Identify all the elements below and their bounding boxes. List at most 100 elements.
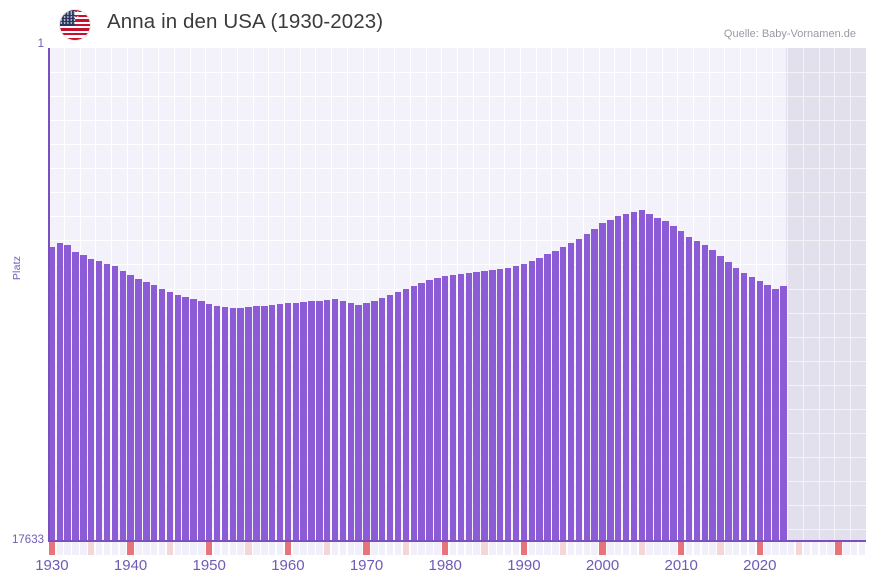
- bar[interactable]: [48, 247, 56, 541]
- bar[interactable]: [331, 298, 339, 541]
- bar[interactable]: [182, 297, 189, 541]
- bar[interactable]: [481, 271, 488, 541]
- bar[interactable]: [520, 263, 528, 541]
- bar[interactable]: [363, 303, 370, 541]
- bar[interactable]: [402, 288, 410, 541]
- bar[interactable]: [646, 214, 653, 541]
- bar[interactable]: [64, 245, 71, 541]
- bar[interactable]: [418, 283, 425, 541]
- bar[interactable]: [174, 294, 181, 541]
- bar[interactable]: [166, 291, 174, 541]
- bar[interactable]: [339, 300, 347, 541]
- year-marker: [622, 542, 630, 555]
- bar[interactable]: [709, 250, 716, 541]
- bar[interactable]: [615, 216, 622, 541]
- bar[interactable]: [622, 214, 630, 541]
- bar[interactable]: [316, 300, 323, 541]
- bar[interactable]: [261, 305, 268, 541]
- bar[interactable]: [756, 281, 764, 541]
- bar[interactable]: [300, 302, 307, 541]
- bar[interactable]: [449, 274, 457, 541]
- bar[interactable]: [670, 225, 677, 541]
- bar[interactable]: [56, 243, 63, 541]
- bar[interactable]: [544, 254, 551, 541]
- bar[interactable]: [229, 307, 237, 541]
- bar[interactable]: [276, 303, 284, 541]
- bar[interactable]: [355, 304, 362, 541]
- bar[interactable]: [536, 257, 543, 541]
- bar[interactable]: [150, 285, 158, 541]
- bar[interactable]: [748, 277, 756, 541]
- bar[interactable]: [465, 272, 472, 541]
- bar[interactable]: [135, 278, 142, 541]
- bar[interactable]: [347, 302, 355, 541]
- bar[interactable]: [677, 231, 685, 541]
- bar[interactable]: [394, 291, 402, 541]
- bar[interactable]: [190, 298, 197, 541]
- bar[interactable]: [717, 256, 724, 541]
- bar[interactable]: [253, 306, 260, 541]
- bar[interactable]: [158, 288, 166, 541]
- bar[interactable]: [324, 299, 331, 541]
- bar[interactable]: [284, 303, 292, 541]
- bar[interactable]: [567, 243, 575, 541]
- bar[interactable]: [489, 270, 496, 541]
- year-marker: [733, 542, 740, 555]
- bar[interactable]: [607, 219, 614, 541]
- bar[interactable]: [780, 285, 787, 541]
- bar[interactable]: [268, 304, 276, 541]
- bar[interactable]: [733, 267, 740, 541]
- bar[interactable]: [685, 236, 693, 541]
- bar[interactable]: [528, 260, 535, 541]
- bar[interactable]: [693, 241, 701, 541]
- gridline-vertical: [504, 48, 506, 541]
- bar[interactable]: [575, 238, 583, 541]
- bar[interactable]: [591, 228, 598, 541]
- bar[interactable]: [701, 245, 708, 541]
- bar[interactable]: [473, 272, 480, 541]
- bar[interactable]: [410, 285, 417, 541]
- bar[interactable]: [386, 295, 394, 541]
- gridline-vertical: [205, 48, 207, 541]
- bar[interactable]: [308, 301, 315, 541]
- bar[interactable]: [426, 280, 433, 541]
- bar[interactable]: [198, 301, 205, 541]
- bar[interactable]: [371, 300, 378, 541]
- bar[interactable]: [127, 274, 134, 541]
- bar[interactable]: [638, 210, 646, 541]
- bar[interactable]: [95, 260, 103, 541]
- bar[interactable]: [772, 288, 779, 541]
- bar[interactable]: [497, 268, 504, 541]
- year-marker: [693, 542, 701, 555]
- gridline-vertical: [787, 48, 789, 541]
- bar[interactable]: [504, 267, 512, 541]
- bar[interactable]: [111, 266, 119, 541]
- bar[interactable]: [457, 273, 465, 541]
- bar[interactable]: [552, 251, 559, 541]
- bar[interactable]: [213, 305, 221, 541]
- bar[interactable]: [434, 278, 441, 541]
- bar[interactable]: [512, 266, 520, 541]
- bar[interactable]: [599, 222, 606, 541]
- bar[interactable]: [119, 270, 126, 541]
- bar[interactable]: [662, 221, 669, 541]
- bar[interactable]: [206, 303, 213, 541]
- bar[interactable]: [740, 272, 748, 541]
- bar[interactable]: [764, 285, 771, 541]
- bar[interactable]: [245, 307, 252, 541]
- bar[interactable]: [559, 247, 567, 541]
- bar[interactable]: [583, 234, 590, 541]
- bar[interactable]: [379, 297, 386, 541]
- bar[interactable]: [237, 308, 244, 541]
- bar[interactable]: [630, 212, 638, 541]
- bar[interactable]: [292, 302, 299, 541]
- bar[interactable]: [72, 251, 79, 541]
- bar[interactable]: [80, 255, 87, 541]
- bar[interactable]: [103, 263, 111, 541]
- bar[interactable]: [143, 281, 150, 541]
- bar[interactable]: [441, 276, 449, 541]
- bar[interactable]: [725, 262, 732, 541]
- bar[interactable]: [88, 259, 95, 541]
- bar[interactable]: [654, 217, 661, 541]
- bar[interactable]: [221, 307, 229, 541]
